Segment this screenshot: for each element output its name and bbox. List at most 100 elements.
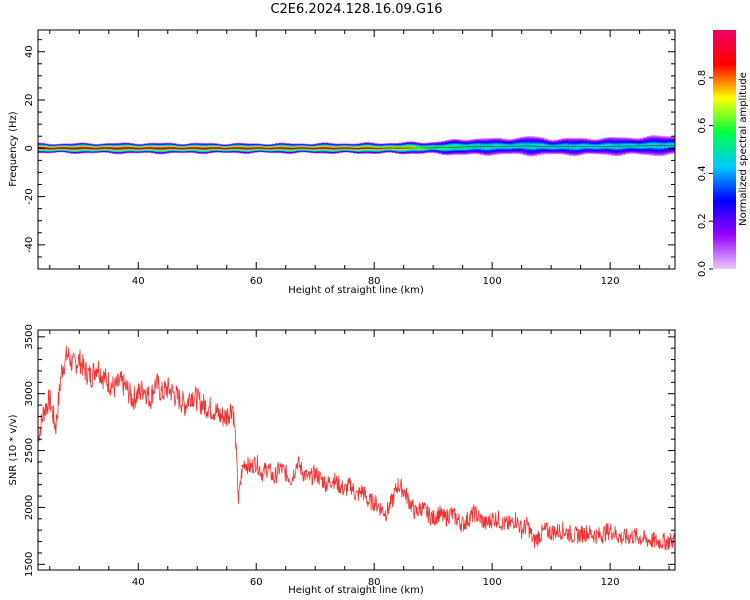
spectrogram-x-tick-label: 100 xyxy=(483,276,502,287)
spectrogram-cell xyxy=(342,147,347,149)
snr-frame xyxy=(37,329,676,571)
spectrogram-cell xyxy=(618,145,623,148)
spectrogram-cell xyxy=(179,148,184,150)
snr-y-tick-label: 3500 xyxy=(24,324,35,349)
spectrogram-cell xyxy=(126,147,131,149)
snr-y-tick-label: 3000 xyxy=(24,381,35,406)
snr-x-tick-label: 80 xyxy=(368,577,381,588)
colorbar-tick-label: 0.6 xyxy=(697,118,708,134)
spectrogram-y-tick-label: -20 xyxy=(24,188,35,204)
spectrogram-cell xyxy=(147,147,152,149)
spectrogram-cell xyxy=(398,147,403,150)
spectrogram-cell xyxy=(582,145,587,148)
spectrogram-cell xyxy=(505,145,510,148)
spectrogram-cell xyxy=(604,144,609,148)
snr-x-tick-label: 100 xyxy=(483,577,502,588)
spectrogram-cell xyxy=(551,146,556,149)
spectrogram-cell xyxy=(225,148,230,150)
colorbar-label: Normalized spectral amplitude xyxy=(738,72,749,226)
spectrogram-x-axis-label: Height of straight line (km) xyxy=(288,285,424,296)
spectrogram-cell xyxy=(593,145,598,148)
spectrogram-cell xyxy=(84,147,88,149)
snr-y-tick-label: 2500 xyxy=(24,438,35,463)
spectrogram-cell xyxy=(257,147,262,149)
spectrogram-cell xyxy=(299,147,304,149)
snr-x-tick-label: 120 xyxy=(601,577,620,588)
spectrogram-cell xyxy=(639,145,644,148)
spectrogram-cell xyxy=(498,145,502,148)
spectrogram-cell xyxy=(462,146,467,149)
spectrogram-cell xyxy=(158,147,163,150)
spectrogram-cell xyxy=(168,147,173,149)
spectrogram-y-tick-label: 20 xyxy=(24,94,35,107)
spectrogram-cell xyxy=(345,147,350,149)
spectrogram-cell xyxy=(483,145,488,149)
spectrogram-cell xyxy=(441,147,446,149)
colorbar-gradient xyxy=(713,30,736,269)
colorbar: 0.0 0.2 0.4 0.6 0.8 Normalized spectral ampl… xyxy=(697,30,749,277)
spectrogram-y-tick-label: -40 xyxy=(24,237,35,253)
spectrogram-x-tick-label: 80 xyxy=(368,276,381,287)
spectrogram-cell xyxy=(211,147,216,149)
snr-plot-area xyxy=(38,330,675,570)
spectrogram-cell xyxy=(137,148,142,150)
snr-panel: 40 60 80 100 120 1500 2000 2500 3000 3500 Height … xyxy=(8,324,676,596)
spectrogram-cell xyxy=(222,148,226,150)
spectrogram-x-tick-label: 40 xyxy=(132,276,145,287)
spectrogram-cell xyxy=(105,147,110,149)
spectrogram-y-axis-label: Frequency (Hz) xyxy=(8,111,19,187)
spectrogram-y-tick-label: 40 xyxy=(24,45,35,58)
spectrogram-cell xyxy=(377,147,382,150)
colorbar-tick-label: 0.0 xyxy=(697,261,708,277)
spectrogram-frame xyxy=(37,29,676,270)
snr-x-axis-label: Height of straight line (km) xyxy=(288,585,424,596)
spectrogram-panel: 40 60 80 100 120 -40 -20 0 20 40 Height of straig… xyxy=(8,29,676,296)
spectrogram-cell xyxy=(278,147,283,149)
spectrogram-cell xyxy=(636,145,641,148)
spectrogram-cell xyxy=(466,146,471,149)
colorbar-tick-label: 0.2 xyxy=(697,213,708,229)
spectrogram-cell xyxy=(420,147,425,149)
spectrogram-axes-ticks: 40 60 80 100 120 -40 -20 0 20 40 xyxy=(24,30,675,287)
spectrogram-cell xyxy=(519,144,524,147)
figure-title: C2E6.2024.128.16.09.G16 xyxy=(270,2,443,17)
colorbar-tick-label: 0.8 xyxy=(697,70,708,86)
spectrogram-cell xyxy=(48,148,53,150)
colorbar-ticks: 0.0 0.2 0.4 0.6 0.8 xyxy=(697,70,713,277)
spectrogram-cell xyxy=(572,145,577,149)
snr-y-axis-label: SNR (10 * v/v) xyxy=(8,414,19,485)
spectrogram-cell xyxy=(289,147,294,150)
snr-x-tick-label: 40 xyxy=(132,577,145,588)
spectrogram-cell xyxy=(374,147,379,150)
spectrogram-cell xyxy=(473,145,478,148)
spectrogram-cell xyxy=(59,147,64,149)
spectrogram-cell xyxy=(310,148,315,150)
snr-y-tick-label: 2000 xyxy=(24,495,35,520)
snr-axes-ticks: 40 60 80 100 120 1500 2000 2500 3000 3500 xyxy=(24,324,675,588)
snr-x-tick-label: 60 xyxy=(250,577,263,588)
spectrogram-cell xyxy=(660,144,665,148)
spectrogram-cell xyxy=(200,147,205,150)
spectrogram-cell xyxy=(232,147,237,149)
spectrogram-y-tick-label: 0 xyxy=(24,145,35,151)
spectrogram-cell xyxy=(268,148,272,150)
spectrogram-center-line xyxy=(38,145,676,149)
snr-line xyxy=(37,345,676,551)
colorbar-tick-label: 0.4 xyxy=(697,165,708,181)
spectrogram-cell xyxy=(352,147,357,150)
spectrogram-cell xyxy=(214,147,219,149)
spectrogram-x-tick-label: 120 xyxy=(601,276,620,287)
spectrogram-cell xyxy=(80,147,85,149)
spectrogram-cell xyxy=(321,147,326,149)
spectrogram-cell xyxy=(236,147,241,149)
spectrogram-band xyxy=(38,135,676,157)
spectrogram-cell xyxy=(190,147,195,149)
spectrogram-cell xyxy=(430,146,435,149)
snr-series-line xyxy=(37,345,676,551)
spectrogram-cell xyxy=(614,145,619,148)
spectrogram-cell xyxy=(540,144,545,148)
spectrogram-cell xyxy=(487,145,492,149)
spectrogram-cell xyxy=(508,145,513,148)
spectrogram-cell xyxy=(536,144,541,148)
